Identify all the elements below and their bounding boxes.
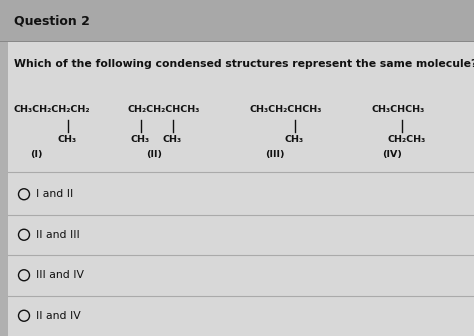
Text: CH₃: CH₃ [285,135,304,144]
Bar [0,41,474,42]
Text: CH₂CH₂CHCH₃: CH₂CH₂CHCH₃ [128,106,201,115]
Text: Which of the following condensed structures represent the same molecule?: Which of the following condensed structu… [14,59,474,69]
Bar [0,0,474,42]
Text: CH₃CHCH₃: CH₃CHCH₃ [372,106,425,115]
Text: (IV): (IV) [382,150,402,159]
Text: CH₂CH₃: CH₂CH₃ [388,135,426,144]
Text: (III): (III) [265,150,284,159]
Text: I and II: I and II [36,189,73,199]
Text: CH₃: CH₃ [131,135,150,144]
Text: Question 2: Question 2 [14,14,90,28]
Text: II and III: II and III [36,230,80,240]
Text: CH₃CH₂CH₂CH₂: CH₃CH₂CH₂CH₂ [14,106,91,115]
Text: II and IV: II and IV [36,311,81,321]
Bar [0,42,8,336]
Text: III and IV: III and IV [36,270,84,280]
Text: CH₃CH₂CHCH₃: CH₃CH₂CHCH₃ [250,106,322,115]
Text: (II): (II) [146,150,162,159]
Bar [0,42,474,336]
Text: (I): (I) [30,150,43,159]
Text: CH₃: CH₃ [163,135,182,144]
Text: CH₃: CH₃ [58,135,77,144]
